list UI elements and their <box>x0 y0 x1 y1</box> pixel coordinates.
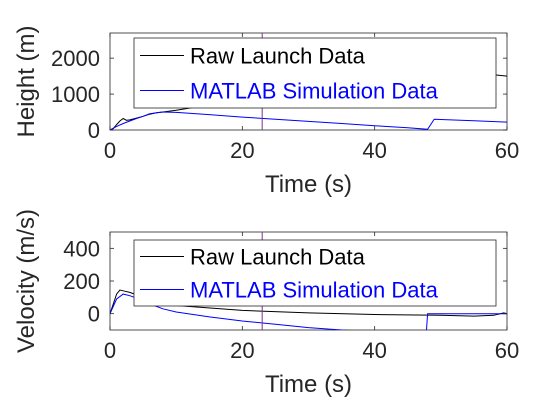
subplot-velocity: 0 20 40 60 0 200 400 Time (s) Velocity (m/s) Raw … <box>13 209 519 398</box>
y-axis-label: Height (m) <box>13 25 40 137</box>
subplot-height: 0 20 40 60 0 1000 2000 Time (s) Height (m) Raw La… <box>13 25 519 198</box>
legend: Raw Launch Data MATLAB Simulation Data <box>133 239 497 307</box>
x-tick-label: 0 <box>104 138 116 163</box>
legend-entry-label: Raw Launch Data <box>190 245 366 270</box>
y-tick-label: 200 <box>63 269 100 294</box>
x-tick-label: 40 <box>362 138 386 163</box>
legend-box <box>133 37 497 109</box>
y-tick-label: 0 <box>88 302 100 327</box>
legend: Raw Launch Data MATLAB Simulation Data <box>133 37 497 109</box>
x-tick-label: 60 <box>495 138 519 163</box>
y-tick-label: 0 <box>88 118 100 143</box>
x-tick-label: 0 <box>104 338 116 363</box>
series-line-matlab-simulation-data <box>110 111 507 130</box>
x-axis-label: Time (s) <box>265 371 352 398</box>
x-tick-label: 20 <box>230 338 254 363</box>
legend-entry-label: Raw Launch Data <box>190 44 366 69</box>
y-tick-label: 2000 <box>51 46 100 71</box>
x-tick-label: 20 <box>230 138 254 163</box>
x-tick-label: 60 <box>495 338 519 363</box>
x-axis-label: Time (s) <box>265 171 352 198</box>
legend-entry-label: MATLAB Simulation Data <box>190 278 439 303</box>
series-line-matlab-simulation-data <box>110 293 507 330</box>
y-tick-label: 1000 <box>51 82 100 107</box>
y-tick-label: 400 <box>63 236 100 261</box>
x-tick-label: 40 <box>362 338 386 363</box>
legend-entry-label: MATLAB Simulation Data <box>190 79 439 104</box>
y-axis-label: Velocity (m/s) <box>13 209 40 353</box>
legend-box <box>133 239 497 307</box>
